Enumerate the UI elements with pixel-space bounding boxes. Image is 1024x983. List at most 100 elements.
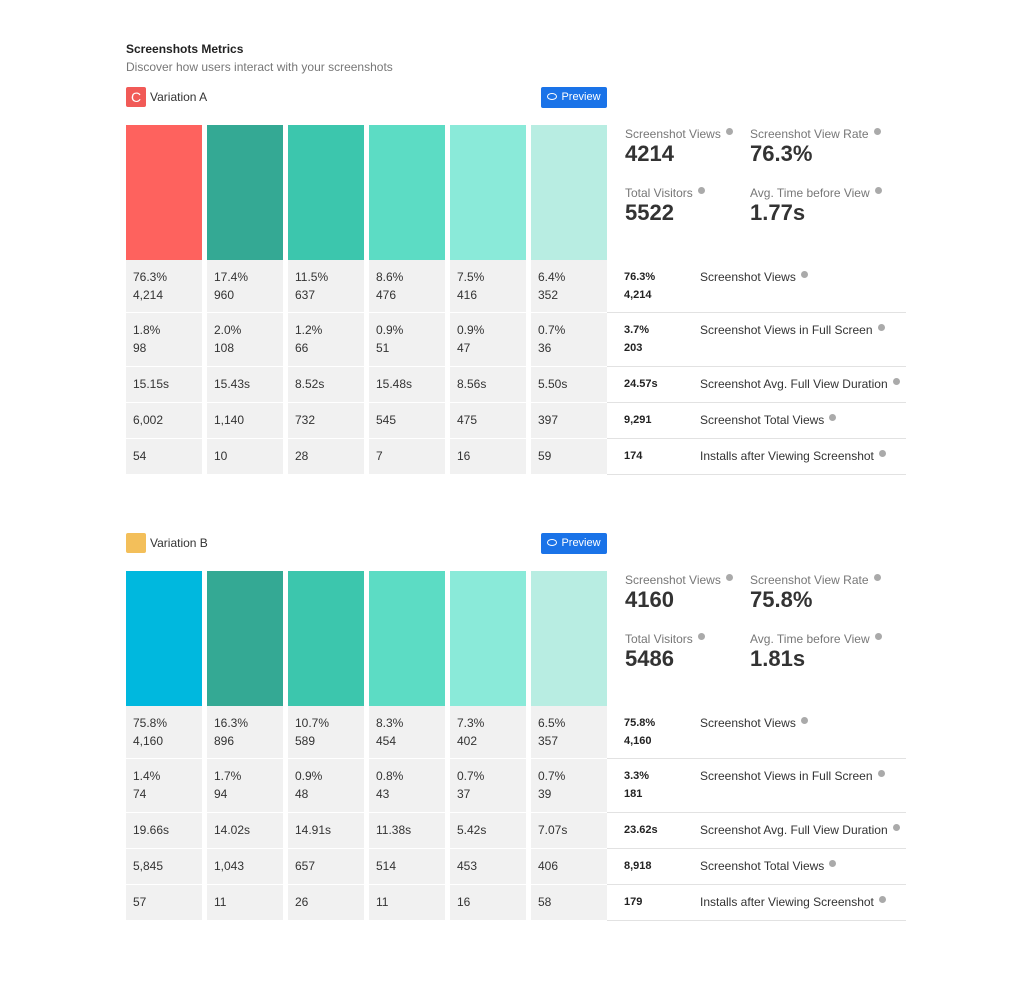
summary-label-text: Avg. Time before View bbox=[750, 186, 870, 200]
cell-value: 0.7% bbox=[457, 769, 485, 783]
cell-value: 352 bbox=[538, 288, 559, 302]
metric-cell bbox=[288, 849, 364, 884]
metric-cell bbox=[207, 313, 283, 366]
cell-value: 37 bbox=[457, 787, 471, 801]
metric-cell bbox=[531, 403, 607, 438]
cell-value: 66 bbox=[295, 341, 309, 355]
metric-cell bbox=[288, 885, 364, 920]
screenshot-column bbox=[369, 125, 445, 260]
preview-button[interactable]: Preview bbox=[541, 533, 607, 554]
summary-label-text: Total Visitors bbox=[625, 186, 693, 200]
metric-label: Screenshot Avg. Full View Duration bbox=[700, 377, 900, 391]
row-divider bbox=[607, 438, 906, 439]
metric-cell bbox=[450, 813, 526, 848]
summary-label: Avg. Time before View bbox=[750, 632, 882, 646]
screenshot-column bbox=[531, 571, 607, 706]
metric-cell bbox=[450, 706, 526, 758]
cell-value: 0.7% bbox=[538, 769, 566, 783]
total-value: 4,160 bbox=[624, 735, 652, 747]
cell-value: 6.5% bbox=[538, 716, 566, 730]
metric-cell bbox=[369, 706, 445, 758]
metric-cell bbox=[369, 403, 445, 438]
metric-label-text: Screenshot Views bbox=[700, 270, 796, 284]
metric-cell bbox=[126, 849, 202, 884]
cell-value: 406 bbox=[538, 859, 559, 873]
metric-cell bbox=[531, 885, 607, 920]
cell-value: 57 bbox=[133, 895, 147, 909]
help-icon bbox=[874, 187, 882, 194]
cell-value: 15.48s bbox=[376, 377, 413, 391]
metric-label-text: Screenshot Views in Full Screen bbox=[700, 769, 873, 783]
cell-value: 1,043 bbox=[214, 859, 245, 873]
metric-cell bbox=[126, 706, 202, 758]
cell-value: 6.4% bbox=[538, 270, 566, 284]
metric-label: Installs after Viewing Screenshot bbox=[700, 449, 886, 463]
cell-value: 39 bbox=[538, 787, 552, 801]
summary-label: Screenshot Views bbox=[625, 127, 733, 141]
summary-value: 4160 bbox=[625, 587, 674, 612]
cell-value: 1.8% bbox=[133, 323, 161, 337]
cell-value: 0.8% bbox=[376, 769, 404, 783]
metric-cell bbox=[126, 367, 202, 402]
cell-value: 637 bbox=[295, 288, 316, 302]
preview-button[interactable]: Preview bbox=[541, 87, 607, 108]
metric-cell bbox=[207, 885, 283, 920]
total-value: 8,918 bbox=[624, 860, 652, 872]
cell-value: 1.7% bbox=[214, 769, 242, 783]
row-divider bbox=[607, 402, 906, 403]
row-divider bbox=[607, 312, 906, 313]
cell-value: 17.4% bbox=[214, 270, 249, 284]
metric-label-text: Screenshot Avg. Full View Duration bbox=[700, 377, 888, 391]
metric-cell bbox=[450, 403, 526, 438]
metric-label-text: Screenshot Views in Full Screen bbox=[700, 323, 873, 337]
metric-cell bbox=[450, 849, 526, 884]
cell-value: 416 bbox=[457, 288, 478, 302]
help-icon bbox=[725, 574, 733, 581]
metric-cell bbox=[126, 885, 202, 920]
preview-label[interactable]: Preview bbox=[561, 91, 601, 103]
metric-cell bbox=[207, 759, 283, 812]
cell-value: 475 bbox=[457, 413, 478, 427]
metric-label-text: Installs after Viewing Screenshot bbox=[700, 449, 874, 463]
row-divider bbox=[607, 848, 906, 849]
help-icon bbox=[877, 324, 885, 331]
cell-value: 51 bbox=[376, 341, 390, 355]
cell-value: 4,214 bbox=[133, 288, 164, 302]
total-value: 9,291 bbox=[624, 414, 652, 426]
cell-value: 8.56s bbox=[457, 377, 487, 391]
metric-cell bbox=[288, 813, 364, 848]
metric-cell bbox=[450, 313, 526, 366]
metric-cell bbox=[126, 403, 202, 438]
metric-cell bbox=[369, 313, 445, 366]
help-icon bbox=[800, 271, 808, 278]
cell-value: 11.38s bbox=[376, 823, 412, 837]
screenshot-column bbox=[207, 125, 283, 260]
metric-cell bbox=[369, 759, 445, 812]
screenshot-column bbox=[207, 571, 283, 706]
summary-value: 75.8% bbox=[750, 587, 813, 612]
total-value: 3.7% bbox=[624, 324, 650, 336]
cell-value: 48 bbox=[295, 787, 309, 801]
cell-value: 1.2% bbox=[295, 323, 323, 337]
metric-cell bbox=[450, 885, 526, 920]
metric-cell bbox=[126, 313, 202, 366]
cell-value: 43 bbox=[376, 787, 390, 801]
cell-value: 4,160 bbox=[133, 734, 164, 748]
row-divider bbox=[607, 366, 906, 367]
cell-value: 357 bbox=[538, 734, 559, 748]
summary-label: Screenshot View Rate bbox=[750, 573, 881, 587]
summary-label: Avg. Time before View bbox=[750, 186, 882, 200]
summary-label-text: Screenshot Views bbox=[625, 127, 721, 141]
total-value: 76.3% bbox=[624, 271, 656, 283]
cell-value: 5.42s bbox=[457, 823, 487, 837]
cell-value: 11 bbox=[376, 895, 389, 909]
row-divider bbox=[607, 474, 906, 475]
eye-icon bbox=[547, 538, 558, 546]
cell-value: 15.43s bbox=[214, 377, 251, 391]
metric-cell bbox=[288, 313, 364, 366]
cell-value: 5,845 bbox=[133, 859, 164, 873]
preview-label[interactable]: Preview bbox=[561, 537, 601, 549]
metric-cell bbox=[531, 313, 607, 366]
cell-value: 0.9% bbox=[376, 323, 404, 337]
